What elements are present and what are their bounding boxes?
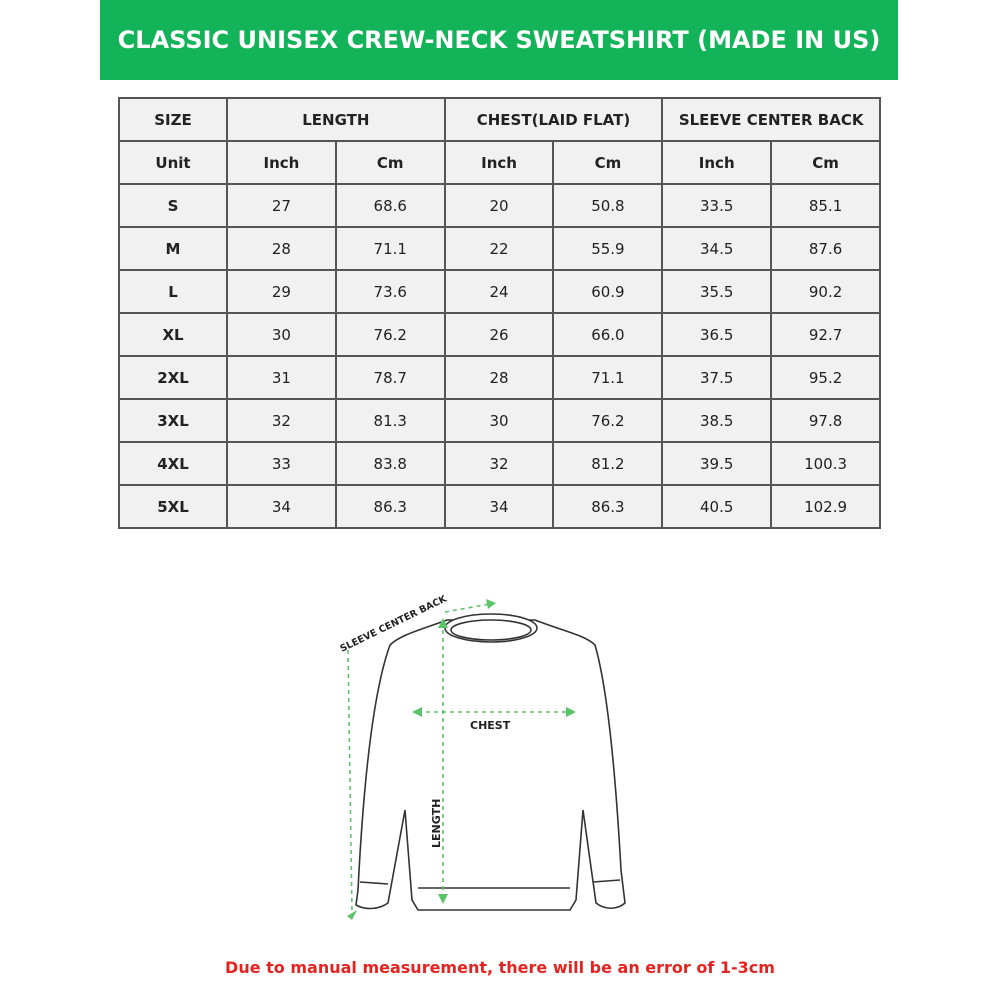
- value-cell: 71.1: [334, 226, 446, 271]
- value-cell: 73.6: [334, 269, 446, 314]
- value-cell: 35.5: [661, 269, 773, 314]
- size-cell: 4XL: [118, 441, 228, 486]
- value-cell: 66.0: [552, 312, 664, 357]
- value-cell: 102.9: [770, 484, 881, 529]
- value-cell: 90.2: [770, 269, 881, 314]
- size-cell: L: [118, 269, 228, 314]
- footnote: Due to manual measurement, there will be…: [225, 958, 775, 977]
- value-cell: 85.1: [770, 183, 881, 228]
- value-cell: 32: [443, 441, 555, 486]
- value-cell: 100.3: [770, 441, 881, 486]
- size-row: M 28 71.1 22 55.9 34.5 87.6: [118, 226, 881, 271]
- size-row: 2XL 31 78.7 28 71.1 37.5 95.2: [118, 355, 881, 400]
- value-cell: 87.6: [770, 226, 881, 271]
- value-cell: 92.7: [770, 312, 881, 357]
- size-cell: S: [118, 183, 228, 228]
- unit-cell: Cm: [552, 140, 664, 185]
- value-cell: 33.5: [661, 183, 773, 228]
- title-banner: CLASSIC UNISEX CREW-NECK SWEATSHIRT (MAD…: [100, 0, 898, 80]
- value-cell: 34.5: [661, 226, 773, 271]
- value-cell: 31: [226, 355, 337, 400]
- size-table: SIZE LENGTH CHEST(LAID FLAT) SLEEVE CENTER …: [118, 97, 881, 529]
- value-cell: 36.5: [661, 312, 773, 357]
- value-cell: 95.2: [770, 355, 881, 400]
- unit-cell: Cm: [334, 140, 446, 185]
- header-cell: SIZE: [118, 97, 228, 142]
- size-cell: M: [118, 226, 228, 271]
- value-cell: 28: [443, 355, 555, 400]
- unit-cell: Inch: [443, 140, 555, 185]
- value-cell: 86.3: [552, 484, 664, 529]
- value-cell: 50.8: [552, 183, 664, 228]
- size-cell: XL: [118, 312, 228, 357]
- value-cell: 71.1: [552, 355, 664, 400]
- length-label: LENGTH: [430, 799, 443, 848]
- value-cell: 24: [443, 269, 555, 314]
- chest-label: CHEST: [470, 719, 511, 732]
- value-cell: 20: [443, 183, 555, 228]
- sweatshirt-diagram: CHEST LENGTH SLEEVE CENTER BACK: [338, 593, 626, 920]
- value-cell: 81.2: [552, 441, 664, 486]
- size-cell: 2XL: [118, 355, 228, 400]
- value-cell: 30: [443, 398, 555, 443]
- measure-lines: [347, 603, 570, 913]
- arrow-heads: [347, 599, 576, 920]
- value-cell: 78.7: [334, 355, 446, 400]
- value-cell: 26: [443, 312, 555, 357]
- value-cell: 37.5: [661, 355, 773, 400]
- unit-row: Unit Inch Cm Inch Cm Inch Cm: [118, 140, 881, 185]
- value-cell: 86.3: [334, 484, 446, 529]
- value-cell: 55.9: [552, 226, 664, 271]
- unit-cell: Inch: [226, 140, 337, 185]
- value-cell: 28: [226, 226, 337, 271]
- header-cell: CHEST(LAID FLAT): [443, 97, 664, 142]
- value-cell: 27: [226, 183, 337, 228]
- unit-cell: Unit: [118, 140, 228, 185]
- size-row: S 27 68.6 20 50.8 33.5 85.1: [118, 183, 881, 228]
- value-cell: 76.2: [552, 398, 664, 443]
- unit-cell: Inch: [661, 140, 773, 185]
- size-row: 4XL 33 83.8 32 81.2 39.5 100.3: [118, 441, 881, 486]
- unit-cell: Cm: [770, 140, 881, 185]
- value-cell: 83.8: [334, 441, 446, 486]
- value-cell: 81.3: [334, 398, 446, 443]
- size-cell: 3XL: [118, 398, 228, 443]
- size-row: XL 30 76.2 26 66.0 36.5 92.7: [118, 312, 881, 357]
- value-cell: 76.2: [334, 312, 446, 357]
- value-cell: 38.5: [661, 398, 773, 443]
- value-cell: 29: [226, 269, 337, 314]
- value-cell: 97.8: [770, 398, 881, 443]
- value-cell: 33: [226, 441, 337, 486]
- value-cell: 32: [226, 398, 337, 443]
- size-row: 5XL 34 86.3 34 86.3 40.5 102.9: [118, 484, 881, 529]
- header-cell: SLEEVE CENTER BACK: [661, 97, 881, 142]
- value-cell: 68.6: [334, 183, 446, 228]
- value-cell: 30: [226, 312, 337, 357]
- header-row: SIZE LENGTH CHEST(LAID FLAT) SLEEVE CENTER …: [118, 97, 881, 142]
- sweatshirt-outline: [355, 613, 626, 911]
- size-row: L 29 73.6 24 60.9 35.5 90.2: [118, 269, 881, 314]
- value-cell: 34: [226, 484, 337, 529]
- value-cell: 34: [443, 484, 555, 529]
- value-cell: 60.9: [552, 269, 664, 314]
- size-row: 3XL 32 81.3 30 76.2 38.5 97.8: [118, 398, 881, 443]
- value-cell: 39.5: [661, 441, 773, 486]
- header-cell: LENGTH: [226, 97, 446, 142]
- value-cell: 22: [443, 226, 555, 271]
- size-cell: 5XL: [118, 484, 228, 529]
- value-cell: 40.5: [661, 484, 773, 529]
